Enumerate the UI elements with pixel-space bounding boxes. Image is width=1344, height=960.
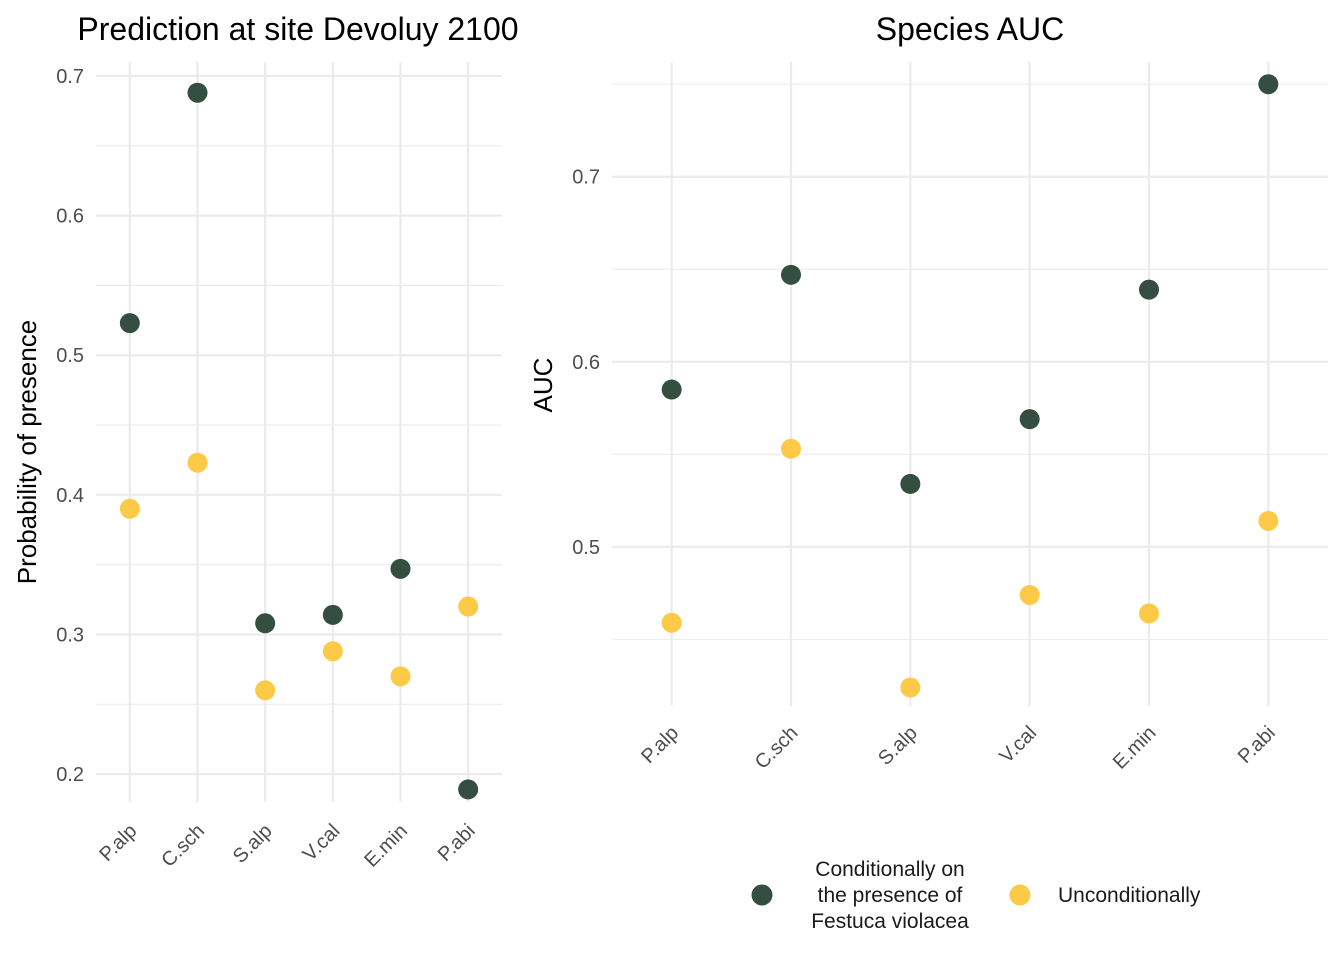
auc-xtick-label: E.min — [1109, 722, 1161, 774]
prediction-ytick-label: 0.7 — [56, 66, 84, 88]
auc-point-unconditional — [1019, 584, 1040, 605]
auc-ytick-label: 0.6 — [572, 352, 600, 374]
auc-point-unconditional — [1139, 603, 1159, 624]
prediction-xtick-label: P.abi — [434, 820, 480, 866]
prediction-point-conditional — [390, 558, 411, 579]
prediction-point-conditional — [119, 313, 140, 334]
auc-xtick-label: P.abi — [1234, 722, 1280, 768]
legend-key-unconditional — [1009, 884, 1031, 906]
auc-xtick-label: V.cal — [995, 722, 1041, 768]
auc-point-unconditional — [661, 612, 682, 633]
legend-label-conditional: Festuca violacea — [811, 910, 969, 933]
auc-point-conditional — [1258, 74, 1279, 95]
auc-panel-title: Species AUC — [876, 11, 1065, 47]
auc-grid — [612, 62, 1328, 706]
auc-point-unconditional — [900, 677, 921, 698]
prediction-xtick-label: C.sch — [157, 820, 209, 872]
auc-xtick-label: C.sch — [751, 722, 803, 774]
prediction-point-unconditional — [458, 596, 479, 617]
prediction-point-conditional — [255, 613, 276, 634]
auc-panel-ylabel: AUC — [528, 358, 558, 413]
auc-point-conditional — [900, 473, 921, 494]
legend-label-conditional: the presence of — [818, 884, 963, 907]
prediction-ytick-label: 0.4 — [56, 485, 84, 507]
prediction-grid — [96, 62, 502, 802]
prediction-panel-title: Prediction at site Devoluy 2100 — [77, 11, 518, 47]
prediction-ytick-label: 0.3 — [56, 624, 84, 646]
prediction-xtick-label: V.cal — [299, 820, 345, 866]
legend-label-conditional: Conditionally on — [815, 858, 964, 881]
prediction-point-unconditional — [390, 666, 411, 687]
prediction-point-unconditional — [255, 680, 276, 701]
auc-xtick-label: P.alp — [637, 722, 683, 768]
auc-ytick-label: 0.5 — [572, 537, 600, 559]
prediction-point-unconditional — [119, 498, 140, 519]
prediction-point-conditional — [458, 779, 479, 800]
prediction-point-conditional — [187, 82, 208, 103]
prediction-point-unconditional — [187, 452, 208, 473]
prediction-ytick-label: 0.6 — [56, 206, 84, 228]
prediction-point-unconditional — [322, 641, 343, 662]
legend-label-unconditional: Unconditionally — [1058, 884, 1201, 907]
prediction-point-conditional — [322, 604, 343, 625]
auc-point-conditional — [1139, 279, 1159, 300]
prediction-xtick-label: E.min — [360, 820, 412, 872]
auc-ytick-label: 0.7 — [572, 167, 600, 189]
prediction-panel-ylabel: Probability of presence — [12, 320, 42, 584]
auc-xtick-label: S.alp — [874, 722, 922, 770]
prediction-ytick-label: 0.5 — [56, 345, 84, 367]
prediction-xtick-label: S.alp — [229, 820, 277, 868]
auc-point-unconditional — [1258, 510, 1279, 531]
prediction-ytick-label: 0.2 — [56, 764, 84, 786]
auc-panel: Species AUC AUC 0.5 0.6 0.7 P.alp C.sch S.alp… — [528, 11, 1328, 774]
prediction-panel: Prediction at site Devoluy 2100 Probabil… — [12, 11, 519, 872]
auc-point-conditional — [781, 264, 801, 285]
auc-point-conditional — [661, 379, 682, 400]
auc-point-conditional — [1019, 409, 1040, 430]
legend-key-conditional — [751, 884, 773, 906]
prediction-xtick-label: P.alp — [95, 820, 141, 866]
legend: Conditionally on the presence of Festuca v… — [751, 858, 1201, 933]
auc-point-unconditional — [781, 438, 801, 459]
